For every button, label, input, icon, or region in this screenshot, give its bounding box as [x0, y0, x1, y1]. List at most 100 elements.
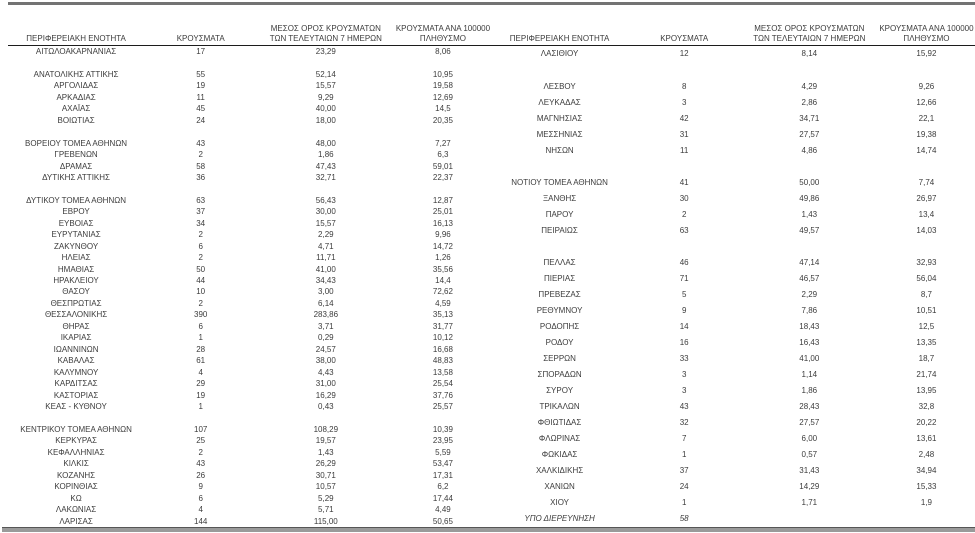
cell-cases: 11: [680, 145, 689, 155]
cell-region: [8, 126, 144, 137]
cell-region: ΠΡΕΒΕΖΑΣ: [538, 289, 581, 299]
cell-per100k: 14,4: [435, 276, 451, 286]
cell-cases: 107: [194, 424, 208, 434]
cell-per100k: 13,95: [916, 385, 937, 395]
cell-per100k: 13,35: [916, 337, 937, 347]
cell-avg7: 23,29: [315, 47, 336, 56]
spacer-row: [8, 126, 492, 137]
cell-region: [492, 62, 628, 78]
table-row: ΛΕΥΚΑΔΑΣ 3 2,86 12,66: [492, 94, 975, 110]
table-row: ΠΕΙΡΑΙΩΣ 63 49,57 14,03: [492, 222, 975, 238]
cell-per100k: 14,5: [435, 104, 451, 114]
cell-region: ΠΑΡΟΥ: [545, 209, 574, 219]
table-row: ΘΗΡΑΣ 6 3,71 31,77: [8, 321, 492, 332]
cell-region: ΑΙΤΩΛΟΑΚΑΡΝΑΝΙΑΣ: [35, 47, 117, 56]
table-row: ΘΕΣΣΑΛΟΝΙΚΗΣ 390 283,86 35,13: [8, 309, 492, 320]
cell-region: ΚΑΒΑΛΑΣ: [57, 356, 95, 366]
cell-per100k: 10,51: [916, 305, 937, 315]
cell-cases: 144: [194, 516, 208, 526]
cell-avg7: 52,14: [315, 69, 336, 79]
cell-avg7: 0,29: [318, 333, 334, 343]
cell-cases: 5: [681, 289, 687, 299]
cell-region: ΘΑΣΟΥ: [62, 287, 90, 297]
cell-cases: 1: [198, 402, 203, 411]
cell-cases: 17: [196, 47, 206, 56]
cell-cases: 29: [196, 379, 206, 389]
cell-avg7: 47,43: [315, 161, 336, 171]
cell-cases: 9: [198, 482, 203, 492]
cell-per100k: 12,87: [432, 195, 453, 205]
table-row: ΛΑΡΙΣΑΣ 144 115,00 50,65: [8, 516, 492, 527]
cell-region: ΣΠΟΡΑΔΩΝ: [537, 369, 582, 379]
cell-avg7: 4,43: [318, 367, 334, 377]
table-row: ΣΥΡΟΥ 3 1,86 13,95: [492, 382, 975, 398]
table-row: ΝΗΣΩΝ 11 4,86 14,74: [492, 142, 975, 158]
cell-avg7: 26,29: [315, 459, 336, 469]
cell-region: ΣΥΡΟΥ: [546, 385, 574, 395]
cell-region: ΔΥΤΙΚΗΣ ΑΤΤΙΚΗΣ: [42, 172, 110, 182]
cell-avg7: 1,43: [801, 209, 818, 219]
table-row: ΜΕΣΣΗΝΙΑΣ 31 27,57 19,38: [492, 126, 975, 142]
cell-avg7: 48,00: [315, 138, 336, 148]
cell-region: ΚΙΛΚΙΣ: [63, 459, 89, 469]
cell-per100k: 10,39: [432, 424, 453, 434]
table-row: ΠΑΡΟΥ 2 1,43 13,4: [492, 206, 975, 222]
cell-cases: 42: [679, 113, 689, 123]
table-body: ΛΑΣΙΘΙΟΥ 12 8,14 15,92 ΛΕΣΒΟΥ 8 4,29 9,26 ΛΕΥΚΑΔ…: [492, 46, 975, 527]
table-row: ΤΡΙΚΑΛΩΝ 43 28,43 32,8: [492, 399, 975, 415]
cell-avg7: 4,86: [801, 145, 818, 155]
regional-cases-report: ΠΕΡΙΦΕΡΕΙΑΚΗ ΕΝΟΤΗΤΑ ΚΡΟΥΣΜΑΤΑ ΜΕΣΟΣ ΟΡΟ…: [8, 5, 975, 527]
cell-avg7: [741, 62, 878, 78]
cell-per100k: 15,92: [916, 49, 937, 59]
cell-region: ΧΑΝΙΩΝ: [544, 481, 575, 491]
cell-per100k: 31,77: [432, 321, 453, 331]
cell-region: ΦΩΚΙΔΑΣ: [541, 449, 578, 459]
cell-avg7: 9,29: [318, 92, 334, 102]
cell-cases: 12: [679, 49, 689, 59]
table-row: ΕΥΡΥΤΑΝΙΑΣ 2 2,29 9,96: [8, 229, 492, 240]
cell-avg7: 46,57: [799, 273, 820, 283]
cell-cases: 4: [198, 505, 203, 515]
cell-region: ΞΑΝΘΗΣ: [542, 193, 577, 203]
table-row: ΚΟΖΑΝΗΣ 26 30,71 17,31: [8, 470, 492, 481]
cell-per100k: 16,13: [432, 218, 453, 228]
cell-cases: 71: [679, 273, 689, 283]
table-row: ΕΒΡΟΥ 37 30,00 25,01: [8, 206, 492, 217]
cell-region: ΣΕΡΡΩΝ: [543, 353, 576, 363]
cell-region: ΛΑΡΙΣΑΣ: [59, 516, 93, 526]
cell-per100k: 19,58: [432, 81, 453, 91]
cell-region: ΗΛΕΙΑΣ: [61, 253, 91, 263]
cell-avg7: 283,86: [313, 310, 339, 320]
cell-per100k: 4,59: [435, 298, 451, 308]
cell-cases: 43: [679, 401, 689, 411]
cell-avg7: 16,43: [799, 337, 820, 347]
cell-avg7: 1,43: [318, 447, 334, 457]
cell-region: ΧΑΛΚΙΔΙΚΗΣ: [535, 465, 584, 475]
cell-avg7: 0,57: [801, 449, 818, 459]
cell-region: [492, 158, 628, 174]
cell-per100k: 14,72: [432, 241, 453, 251]
cell-cases: 10: [196, 287, 206, 297]
cell-cases: 19: [196, 81, 206, 91]
cell-per100k: 59,01: [432, 161, 453, 171]
table-row: ΡΟΔΟΠΗΣ 14 18,43 12,5: [492, 318, 975, 334]
cell-region: ΛΑΣΙΘΙΟΥ: [540, 49, 579, 59]
cell-cases: [628, 62, 741, 78]
cell-cases: 63: [679, 225, 689, 235]
cell-per100k: 53,47: [432, 459, 453, 469]
cell-region: ΑΡΓΟΛΙΔΑΣ: [53, 81, 99, 91]
cell-cases: 32: [679, 417, 689, 427]
cell-avg7: 5,29: [318, 493, 334, 503]
cell-region: [492, 238, 628, 254]
cell-avg7: 2,29: [318, 230, 334, 240]
cell-region: ΔΡΑΜΑΣ: [59, 161, 93, 171]
cell-region: ΛΕΥΚΑΔΑΣ: [538, 97, 581, 107]
cell-avg7: 18,00: [315, 115, 336, 125]
cell-per100k: 20,22: [916, 417, 937, 427]
cell-avg7: 38,00: [315, 356, 336, 366]
table-row: ΑΧΑΪΑΣ 45 40,00 14,5: [8, 103, 492, 114]
cell-region: ΘΕΣΠΡΩΤΙΑΣ: [50, 298, 102, 308]
col-header-avg7: ΜΕΣΟΣ ΟΡΟΣ ΚΡΟΥΣΜΑΤΩΝ ΤΩΝ ΤΕΛΕΥΤΑΙΩΝ 7 Η…: [257, 5, 395, 46]
cell-per100k: 5,59: [435, 447, 451, 457]
table-row: ΔΥΤΙΚΟΥ ΤΟΜΕΑ ΑΘΗΝΩΝ 63 56,43 12,87: [8, 195, 492, 206]
